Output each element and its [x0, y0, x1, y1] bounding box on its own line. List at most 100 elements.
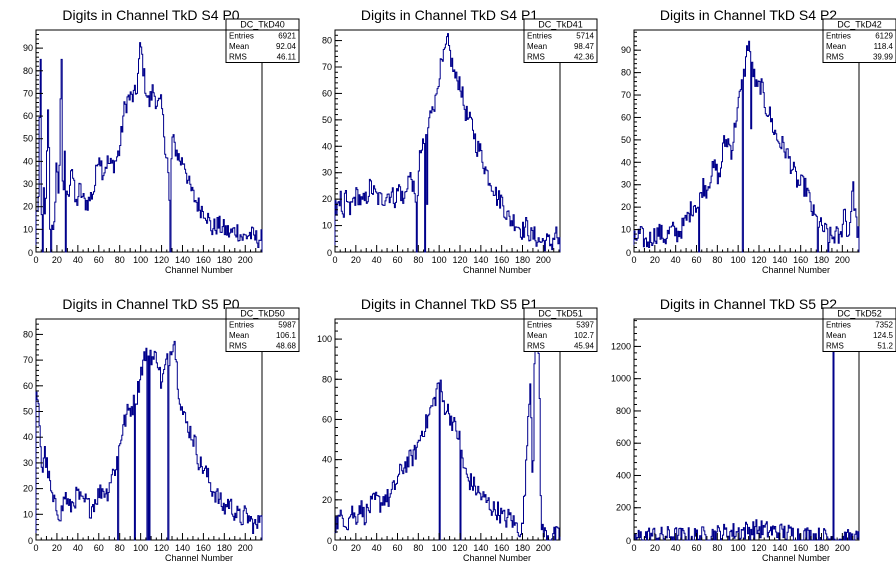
y-tick-label: 100	[317, 334, 332, 344]
x-tick-label: 80	[115, 543, 125, 553]
stats-box-frame	[523, 18, 598, 63]
y-tick-label: 200	[616, 503, 631, 513]
x-tick-label: 120	[154, 255, 169, 265]
stats-key: RMS	[826, 342, 844, 351]
y-tick-label: 60	[23, 111, 33, 121]
x-axis-label: Channel Number	[762, 553, 830, 563]
x-tick-label: 100	[133, 255, 148, 265]
x-tick-label: 40	[73, 255, 83, 265]
x-tick-label: 0	[631, 543, 636, 553]
x-tick-label: 20	[52, 255, 62, 265]
stats-value: 106.1	[276, 331, 297, 340]
histogram-line	[634, 318, 860, 541]
origin-label: 0	[626, 536, 631, 546]
x-tick-label: 80	[115, 255, 125, 265]
y-tick-label: 80	[23, 329, 33, 339]
stats-key: Mean	[229, 331, 249, 340]
chart-title: Digits in Channel TkD S4 P1	[361, 7, 538, 23]
x-tick-label: 180	[814, 543, 829, 553]
x-tick-label: 100	[731, 255, 746, 265]
stats-box: DC_TkD41 Entries 5714 Mean 98.47 RMS 42.36	[523, 18, 598, 63]
y-tick-label: 80	[23, 66, 33, 76]
y-tick-label: 30	[23, 179, 33, 189]
y-tick-label: 20	[322, 194, 332, 204]
x-tick-label: 60	[392, 543, 402, 553]
histogram-line	[633, 40, 860, 253]
x-tick-label: 140	[473, 255, 488, 265]
stats-value: 124.5	[873, 331, 894, 340]
stats-key: RMS	[229, 53, 247, 62]
y-tick-label: 90	[23, 43, 33, 53]
x-tick-label: 200	[835, 543, 850, 553]
origin-label: 0	[626, 248, 631, 258]
y-tick-label: 1000	[611, 374, 631, 384]
stats-key: Mean	[826, 42, 846, 51]
x-tick-label: 120	[452, 543, 467, 553]
x-tick-label: 20	[650, 255, 660, 265]
stats-box: DC_TkD42 Entries 6129 Mean 118.4 RMS 39.99	[822, 18, 896, 63]
stats-box-frame	[225, 18, 300, 63]
x-tick-label: 180	[814, 255, 829, 265]
y-tick-label: 30	[621, 180, 631, 190]
chart-title: Digits in Channel TkD S5 P2	[660, 296, 837, 312]
stats-value: 48.68	[276, 342, 297, 351]
x-tick-label: 20	[650, 543, 660, 553]
histogram-panel: Digits in Channel TkD S5 P2 0 20 40 60 80 100 1…	[611, 296, 896, 563]
chart-title: Digits in Channel TkD S4 P2	[660, 7, 837, 23]
stats-key: RMS	[527, 53, 545, 62]
x-tick-label: 160	[196, 543, 211, 553]
y-tick-label: 50	[23, 134, 33, 144]
stats-key: Mean	[527, 42, 547, 51]
y-tick-label: 40	[322, 455, 332, 465]
y-tick-label: 90	[621, 45, 631, 55]
x-tick-label: 140	[772, 543, 787, 553]
stats-key: Entries	[527, 32, 552, 41]
stats-box-name: DC_TkD50	[240, 309, 285, 319]
origin-label: 0	[28, 536, 33, 546]
y-tick-label: 70	[322, 62, 332, 72]
y-tick-label: 50	[322, 115, 332, 125]
histogram-line	[334, 318, 561, 541]
y-tick-label: 50	[621, 135, 631, 145]
histogram-panel: Digits in Channel TkD S5 P1 0 20 40 60 80 100 1…	[317, 296, 598, 563]
y-tick-label: 20	[23, 202, 33, 212]
x-tick-label: 40	[73, 543, 83, 553]
y-tick-label: 80	[322, 36, 332, 46]
stats-box-frame	[523, 307, 598, 352]
y-tick-label: 70	[23, 355, 33, 365]
stats-value: 39.99	[873, 53, 894, 62]
plot-frame	[35, 29, 263, 253]
stats-box-name: DC_TkD52	[837, 309, 882, 319]
y-tick-label: 40	[23, 432, 33, 442]
x-tick-label: 80	[712, 543, 722, 553]
stats-key: Mean	[826, 331, 846, 340]
x-tick-label: 180	[515, 255, 530, 265]
stats-box: DC_TkD51 Entries 5397 Mean 102.7 RMS 45.94	[523, 307, 598, 352]
y-tick-label: 10	[322, 221, 332, 231]
x-tick-label: 60	[691, 255, 701, 265]
stats-key: Entries	[826, 321, 851, 330]
y-tick-label: 40	[322, 141, 332, 151]
x-tick-label: 160	[494, 255, 509, 265]
y-tick-label: 30	[322, 168, 332, 178]
y-tick-label: 20	[621, 202, 631, 212]
origin-label: 0	[327, 536, 332, 546]
x-tick-label: 160	[494, 543, 509, 553]
x-tick-label: 200	[536, 255, 551, 265]
y-tick-label: 30	[23, 458, 33, 468]
x-tick-label: 100	[432, 543, 447, 553]
histogram-panel: Digits in Channel TkD S4 P00 20 40 60 80 100 1…	[23, 7, 300, 275]
stats-value: 45.94	[574, 342, 595, 351]
y-tick-label: 80	[621, 68, 631, 78]
stats-value: 42.36	[574, 53, 595, 62]
stats-value: 51.2	[877, 342, 893, 351]
stats-key: Entries	[229, 321, 254, 330]
x-tick-label: 100	[731, 543, 746, 553]
x-tick-label: 140	[772, 255, 787, 265]
x-tick-label: 20	[52, 543, 62, 553]
x-tick-label: 20	[351, 255, 361, 265]
x-tick-label: 60	[94, 543, 104, 553]
stats-value: 6129	[875, 32, 893, 41]
stats-box-name: DC_TkD42	[837, 20, 882, 30]
